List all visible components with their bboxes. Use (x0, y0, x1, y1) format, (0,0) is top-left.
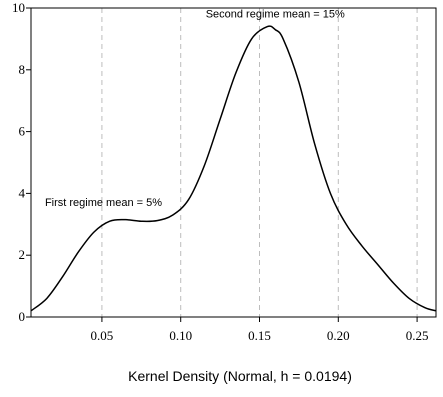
y-tick-label-3: 6 (19, 124, 26, 139)
y-tick-label-0: 0 (19, 309, 26, 324)
annotation-first-regime: First regime mean = 5% (45, 197, 162, 209)
x-tick-label-1: 0.10 (169, 328, 192, 343)
y-tick-label-1: 2 (19, 247, 26, 262)
annotation-second-regime: Second regime mean = 15% (206, 8, 345, 20)
x-tick-label-3: 0.20 (327, 328, 350, 343)
annotations: First regime mean = 5% Second regime mean… (45, 8, 345, 208)
plot-frame (30, 7, 437, 318)
density-curve (30, 25, 437, 312)
x-tick-label-2: 0.15 (248, 328, 271, 343)
x-tick-label-0: 0.05 (91, 328, 114, 343)
y-tick-label-4: 8 (19, 62, 26, 77)
y-axis: 0 2 4 6 8 10 (12, 0, 31, 324)
gridlines (101, 8, 418, 317)
x-tick-label-4: 0.25 (406, 328, 429, 343)
x-axis-label: Kernel Density (Normal, h = 0.0194) (128, 368, 352, 384)
y-tick-label-5: 10 (12, 0, 25, 15)
x-axis: 0.05 0.10 0.15 0.20 0.25 (91, 317, 429, 343)
y-tick-label-2: 4 (19, 185, 26, 200)
